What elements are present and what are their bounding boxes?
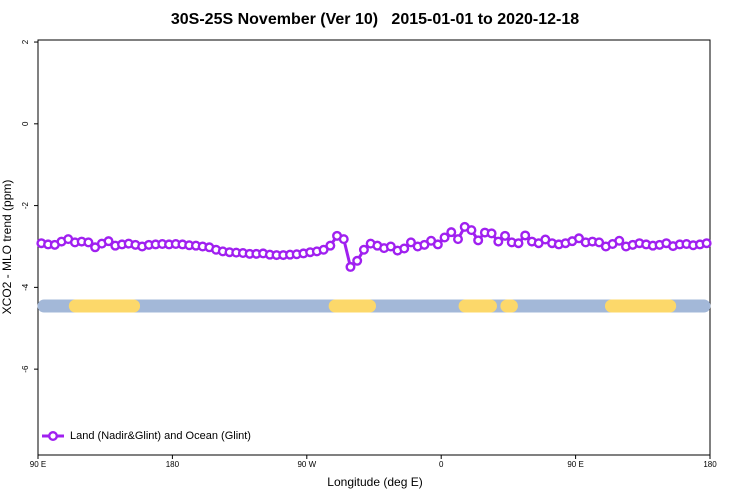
point [419,239,430,250]
point [453,234,464,245]
x-tick-label: 180 [703,460,717,469]
point [432,239,443,250]
y-tick-label: -2 [21,201,30,209]
point [614,235,625,246]
point [466,225,477,236]
legend-marker [48,431,59,442]
point [345,261,356,272]
y-axis-label: XCO2 - MLO trend (ppm) [0,180,14,315]
x-axis-label: Longitude (deg E) [327,475,422,489]
point [103,236,114,247]
point [446,227,457,238]
point [573,233,584,244]
point [439,232,450,243]
point [486,228,497,239]
point [83,237,94,248]
point [399,243,410,254]
x-tick-label: 180 [166,460,180,469]
y-tick-label: -6 [21,365,30,373]
point [325,240,336,251]
point [493,236,504,247]
point [405,237,416,248]
y-tick-label: 2 [21,39,30,44]
point [338,234,349,245]
legend-label: Land (Nadir&Glint) and Ocean (Glint) [70,430,251,442]
x-tick-label: 90 W [297,460,316,469]
y-tick-label: 0 [21,121,30,126]
point [385,241,396,252]
point [701,238,712,249]
point [513,238,524,249]
chart-title: 30S-25S November (Ver 10) 2015-01-01 to … [171,11,579,28]
point [594,237,605,248]
point [352,255,363,266]
x-tick-label: 0 [439,460,444,469]
point [358,244,369,255]
point [500,230,511,241]
point [473,235,484,246]
point [520,230,531,241]
y-tick-label: -4 [21,283,30,291]
x-tick-label: 90 E [567,460,583,469]
plot-frame [37,39,711,456]
x-tick-label: 90 E [30,460,46,469]
point [318,244,329,255]
